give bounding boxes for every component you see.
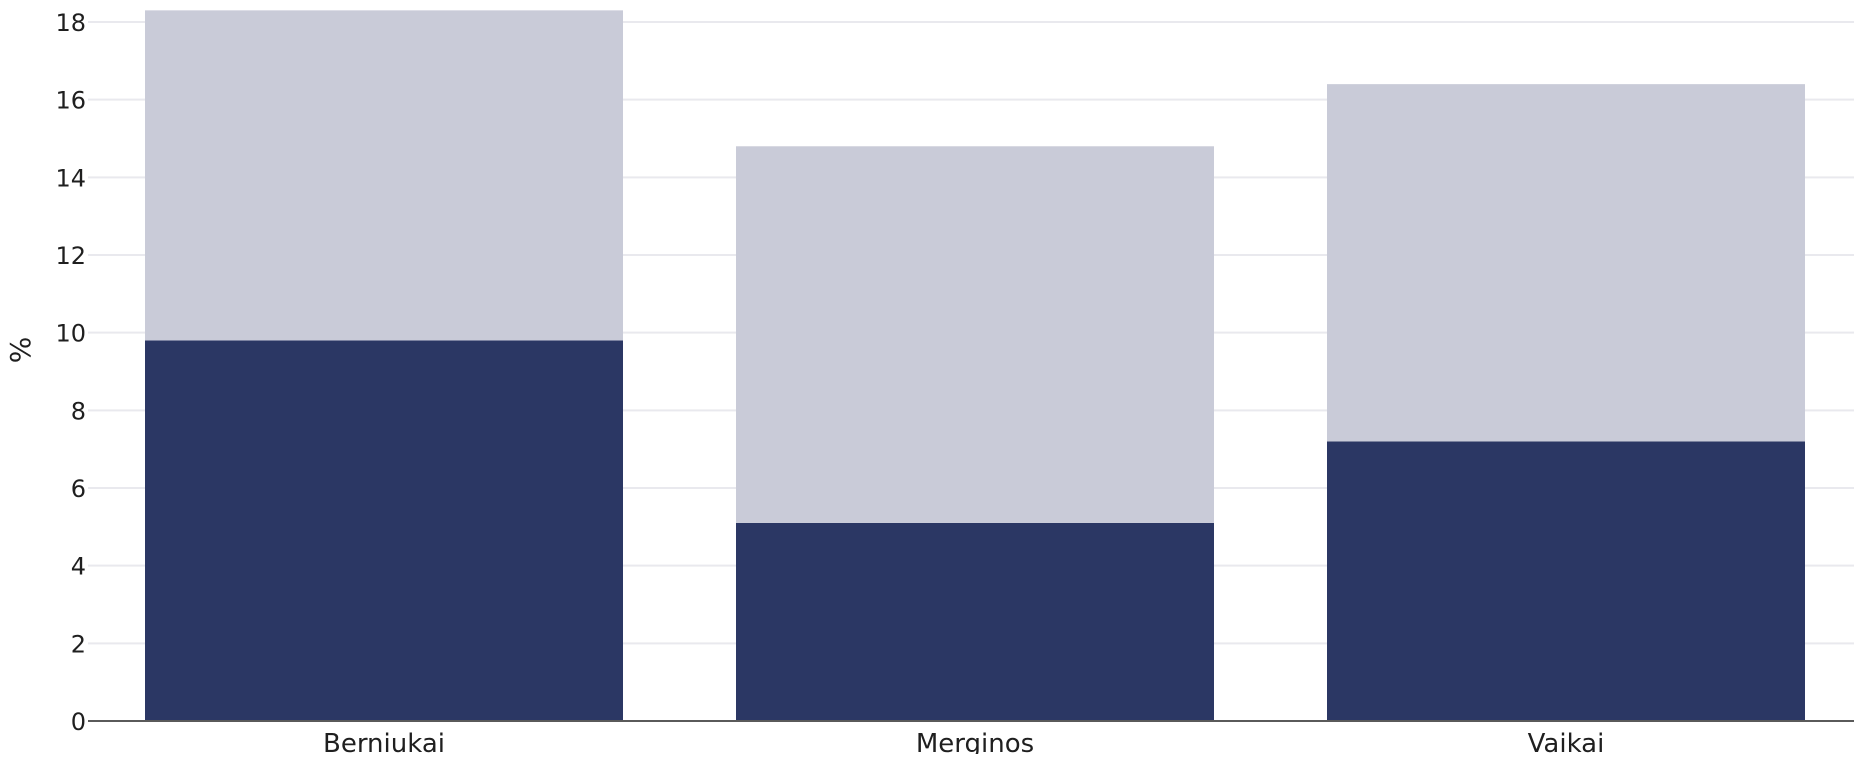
bar-berniukai-segment-2 — [145, 10, 623, 341]
y-tick-label-4: 4 — [71, 553, 86, 581]
bar-vaikai-segment-2 — [1327, 84, 1805, 442]
y-tick-label-10: 10 — [55, 320, 86, 348]
bar-merginos-segment-2 — [736, 146, 1214, 523]
x-tick-label-merginos: Merginos — [916, 729, 1034, 754]
y-axis-title: % — [4, 337, 37, 364]
y-tick-label-6: 6 — [71, 475, 86, 503]
y-tick-label-12: 12 — [55, 242, 86, 270]
y-tick-label-16: 16 — [55, 87, 86, 115]
y-tick-label-0: 0 — [71, 708, 86, 736]
y-tick-label-14: 14 — [55, 164, 86, 192]
y-tick-label-18: 18 — [55, 9, 86, 37]
axes: 0 2 4 6 8 10 12 14 16 18 Berniukai Merginos Vaikai — [55, 9, 1854, 759]
x-tick-label-vaikai: Vaikai — [1528, 729, 1605, 754]
bars — [145, 10, 1805, 721]
x-tick-label-berniukai: Berniukai — [323, 729, 445, 754]
y-tick-label-2: 2 — [71, 630, 86, 658]
bar-merginos-segment-1 — [736, 522, 1214, 721]
bar-berniukai-segment-1 — [145, 340, 623, 721]
bar-vaikai-segment-1 — [1327, 441, 1805, 721]
y-tick-label-8: 8 — [71, 397, 86, 425]
